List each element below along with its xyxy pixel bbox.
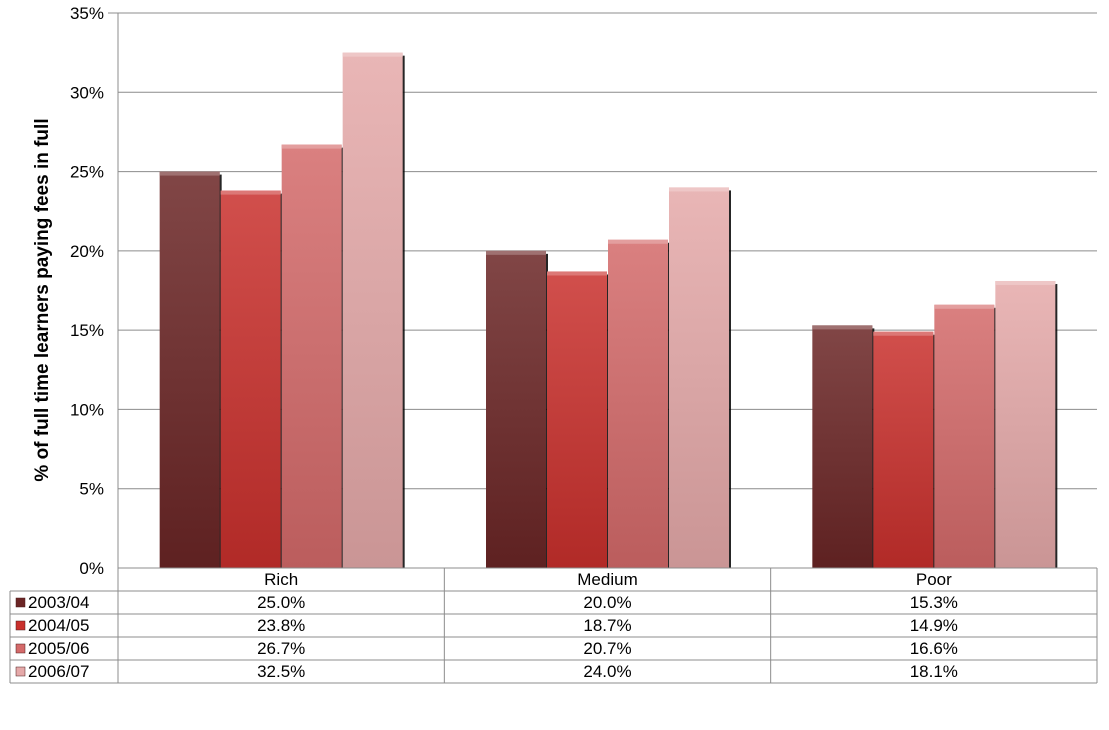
table-cell-value: 25.0% [257,593,305,612]
bar-top-highlight [873,331,934,336]
y-tick-label: 10% [70,400,104,419]
bar-2004-05-poor [873,331,934,568]
table-cell-value: 20.7% [583,639,631,658]
legend-key-swatch [15,620,26,631]
bar-top-highlight [995,280,1056,285]
legend-key-swatch [15,597,26,608]
bar-2006-07-rich [342,52,403,568]
table-cell-value: 16.6% [910,639,958,658]
bar-2003-04-poor [812,325,873,568]
bar-shadow [932,334,936,568]
data-table: Rich Medium Poor 2003/04 25.0% 20.0% 15.3% 2004… [9,567,1098,684]
bar-shadow [1054,283,1058,568]
y-tick-label: 25% [70,163,104,182]
bar-2005-06-rich [281,144,342,568]
table-cell-value: 18.1% [910,662,958,681]
y-tick-label: 35% [70,4,104,23]
category-label: Medium [577,570,637,589]
bar-top-highlight [812,325,873,330]
table-cell-value: 32.5% [257,662,305,681]
bar-shadow [340,147,344,568]
table-cell-value: 26.7% [257,639,305,658]
table-cell-value: 14.9% [910,616,958,635]
bar-2005-06-poor [934,304,995,568]
bar-2003-04-rich [159,171,220,569]
bar-top-highlight [486,250,546,255]
bar-shadow [667,242,670,568]
legend-key-swatch [15,643,26,654]
bar-top-highlight [547,271,607,276]
legend-key-swatch [15,666,26,677]
bar-2004-05-rich [220,190,281,568]
category-label: Poor [916,570,952,589]
y-tick-label: 0% [79,559,104,578]
legend-series-label: 2004/05 [28,616,89,635]
bar-top-highlight [220,190,281,195]
bar-shadow [279,193,283,568]
legend-series-label: 2003/04 [28,593,89,612]
bar-edge [157,259,159,267]
bar-edge [483,340,485,348]
table-cell-value: 20.0% [583,593,631,612]
bar-shadow [993,307,997,568]
bar-top-highlight [934,304,995,309]
table-cell-value: 15.3% [910,593,958,612]
table-cell-value: 24.0% [583,662,631,681]
table-cell-value: 18.7% [583,616,631,635]
y-axis-label: % of full time learners paying fees in f… [32,118,53,481]
bar-2003-04-medium [486,250,546,568]
category-label: Rich [264,570,298,589]
y-tick-label: 5% [79,480,104,499]
bar-2006-07-medium [669,187,729,568]
bar-shadow [606,274,609,568]
y-tick-labels: 0% 5% 10% 15% 20% 25% 30% 35% [70,4,104,578]
bar-top-highlight [608,239,668,244]
bar-shadow [545,253,548,568]
y-tick-label: 20% [70,242,104,261]
y-tick-label: 30% [70,83,104,102]
y-tick-label: 15% [70,321,104,340]
bar-2006-07-poor [995,280,1056,568]
bar-shadow [728,190,731,568]
bar-shadow [871,328,875,568]
bar-2004-05-medium [547,271,607,568]
legend-series-label: 2005/06 [28,639,89,658]
bar-edge [809,396,811,404]
bars [157,52,1058,569]
bar-shadow [218,174,222,569]
bar-top-highlight [159,171,220,176]
bar-top-highlight [281,144,342,149]
bar-top-highlight [342,52,403,57]
bar-top-highlight [669,187,729,192]
legend-series-label: 2006/07 [28,662,89,681]
table-cell-value: 23.8% [257,616,305,635]
bar-shadow [401,55,405,568]
bar-2005-06-medium [608,239,668,568]
